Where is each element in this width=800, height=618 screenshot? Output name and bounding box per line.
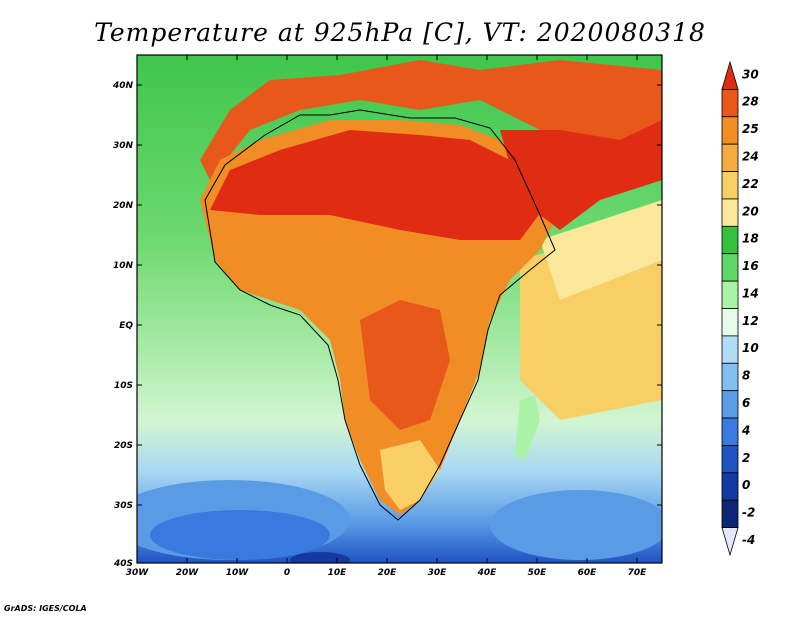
colorbar-swatch: [721, 280, 739, 309]
lon-tick-label: 70E: [628, 568, 648, 578]
lat-tick-label: 30S: [114, 501, 133, 511]
lon-tick-label: 20W: [176, 568, 200, 578]
lat-tick-label: 20N: [113, 201, 134, 211]
colorbar-label: 25: [742, 122, 759, 136]
colorbar-label: 4: [741, 423, 750, 437]
colorbar-swatch: [721, 335, 739, 364]
lat-tick-label: 10S: [114, 381, 133, 391]
madagascar: [515, 395, 540, 460]
southern-africa-mild: [380, 440, 440, 510]
colorbar-label: 18: [742, 232, 759, 246]
colorbar-swatch: [721, 171, 739, 200]
latitude-axis: 40N 30N 20N 10N EQ 10S 20S 30S 40S: [112, 81, 662, 569]
longitude-axis: 30W 20W 10W 0 10E 20E 30E 40E 50E 60E 70E: [126, 55, 647, 578]
lon-tick-label: 20E: [378, 568, 398, 578]
temperature-field: [137, 55, 662, 563]
plot-frame: [136, 54, 663, 564]
colorbar-swatch: [721, 88, 739, 118]
colorbar-swatch: [721, 417, 739, 446]
colorbar-label: 28: [742, 95, 759, 109]
colorbar-swatch: [721, 225, 739, 255]
colorbar-swatch: [721, 116, 739, 145]
lat-tick-label: 40N: [112, 81, 134, 91]
lon-tick-label: 10W: [226, 568, 250, 578]
colorbar-label: -2: [742, 506, 755, 520]
colorbar-label: 24: [742, 149, 759, 163]
colorbar-label: 0: [742, 478, 750, 492]
africa-coastline: [204, 109, 556, 521]
colorbar-swatch: [721, 390, 739, 419]
arabia-hot: [500, 120, 662, 230]
colorbar-label: 10: [742, 341, 759, 355]
sahara-hot: [210, 130, 550, 240]
colorbar-label: -4: [742, 533, 755, 547]
lon-tick-label: 10E: [328, 568, 348, 578]
lon-tick-label: 30E: [428, 568, 448, 578]
lon-tick-label: 50E: [528, 568, 548, 578]
colorbar-swatch: [721, 445, 739, 474]
lat-tick-label: 30N: [113, 141, 134, 151]
lon-tick-label: 30W: [126, 568, 150, 578]
colorbar-swatch: [721, 362, 739, 392]
grads-credit: GrADS: IGES/COLA: [4, 604, 87, 613]
colorbar-swatch: [721, 472, 739, 501]
south-atlantic-colder: [150, 510, 330, 560]
colorbar-label: 16: [742, 259, 759, 273]
colorbar-label: 12: [742, 314, 759, 328]
central-africa-warm: [360, 300, 450, 430]
map-title: Temperature at 925hPa [C], VT: 202008031…: [94, 18, 706, 47]
colorbar-top-triangle: [721, 60, 739, 90]
lon-tick-label: 40E: [477, 568, 498, 578]
colorbar-label: 22: [742, 177, 759, 191]
colorbar-swatch: [721, 143, 739, 172]
colorbar-swatch: [721, 499, 739, 529]
lat-tick-label: EQ: [119, 321, 133, 331]
lon-tick-label: 0: [284, 568, 290, 578]
lat-tick-label: 40S: [113, 559, 133, 569]
colorbar-label: 6: [742, 396, 750, 410]
colorbar-bottom-triangle: [721, 527, 739, 557]
indian-ocean-mild: [540, 200, 662, 300]
mediterranean-warm: [200, 60, 662, 180]
colorbar-label: 2: [742, 451, 750, 465]
lat-tick-label: 20S: [114, 441, 133, 451]
lat-tick-label: 10N: [113, 261, 134, 271]
colorbar-swatch: [721, 308, 739, 337]
colorbar-label: 8: [742, 369, 750, 383]
colorbar-swatch: [721, 253, 739, 282]
coldest-patch: [290, 552, 350, 563]
colorbar-label: 30: [742, 67, 759, 81]
lon-tick-label: 60E: [578, 568, 598, 578]
south-indian-cold: [490, 490, 662, 560]
colorbar-label: 14: [742, 286, 759, 300]
colorbar-label: 20: [742, 204, 759, 218]
colorbar-swatch: [721, 198, 739, 227]
